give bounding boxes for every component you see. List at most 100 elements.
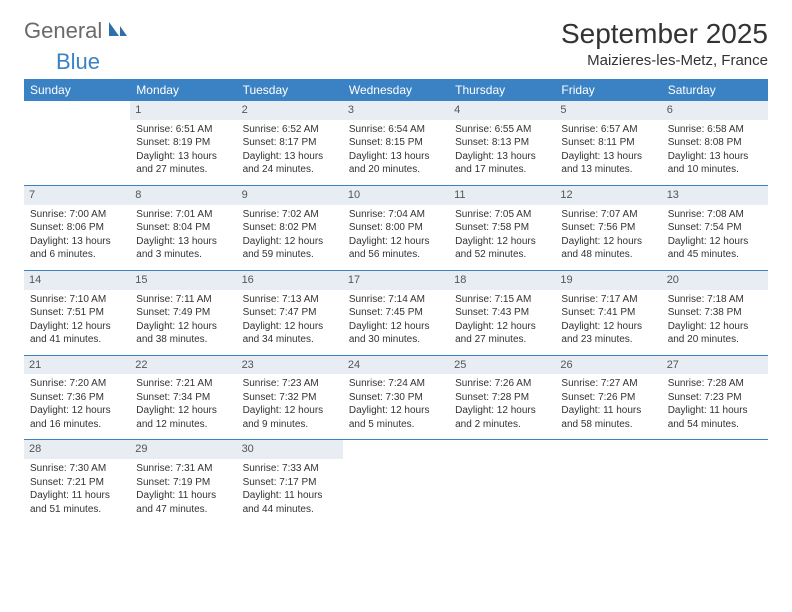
sunrise-line: Sunrise: 7:07 AM (561, 208, 655, 222)
daylight-line: Daylight: 12 hours and 5 minutes. (349, 404, 443, 431)
sunrise-line: Sunrise: 7:04 AM (349, 208, 443, 222)
sunset-line: Sunset: 8:15 PM (349, 136, 443, 150)
calendar-day-cell: 11 Sunrise: 7:05 AMSunset: 7:58 PMDayligh… (449, 185, 555, 270)
sunrise-line: Sunrise: 7:13 AM (243, 293, 337, 307)
sunrise-line: Sunrise: 6:51 AM (136, 123, 230, 137)
sunrise-line: Sunrise: 7:17 AM (561, 293, 655, 307)
sunrise-line: Sunrise: 7:23 AM (243, 377, 337, 391)
sunrise-line: Sunrise: 7:24 AM (349, 377, 443, 391)
day-number: 22 (130, 356, 236, 375)
sunrise-line: Sunrise: 7:18 AM (668, 293, 762, 307)
day-details: Sunrise: 6:51 AMSunset: 8:19 PMDaylight:… (136, 123, 230, 177)
day-number: 23 (237, 356, 343, 375)
day-details: Sunrise: 7:08 AMSunset: 7:54 PMDaylight:… (668, 208, 762, 262)
sunrise-line: Sunrise: 6:52 AM (243, 123, 337, 137)
day-details: Sunrise: 7:24 AMSunset: 7:30 PMDaylight:… (349, 377, 443, 431)
day-details: Sunrise: 7:26 AMSunset: 7:28 PMDaylight:… (455, 377, 549, 431)
day-number: 28 (24, 440, 130, 459)
day-details: Sunrise: 7:18 AMSunset: 7:38 PMDaylight:… (668, 293, 762, 347)
dow-friday: Friday (555, 79, 661, 101)
daylight-line: Daylight: 12 hours and 41 minutes. (30, 320, 124, 347)
logo-sail-icon (107, 20, 127, 43)
daylight-line: Daylight: 13 hours and 20 minutes. (349, 150, 443, 177)
sunset-line: Sunset: 7:45 PM (349, 306, 443, 320)
sunset-line: Sunset: 8:19 PM (136, 136, 230, 150)
sunset-line: Sunset: 7:34 PM (136, 391, 230, 405)
day-details: Sunrise: 6:55 AMSunset: 8:13 PMDaylight:… (455, 123, 549, 177)
calendar-day-cell: 2Sunrise: 6:52 AMSunset: 8:17 PMDaylight… (237, 101, 343, 185)
sunset-line: Sunset: 8:08 PM (668, 136, 762, 150)
day-number: 30 (237, 440, 343, 459)
sunrise-line: Sunrise: 7:33 AM (243, 462, 337, 476)
dow-sunday: Sunday (24, 79, 130, 101)
day-details: Sunrise: 7:14 AMSunset: 7:45 PMDaylight:… (349, 293, 443, 347)
sunrise-line: Sunrise: 7:10 AM (30, 293, 124, 307)
calendar-day-cell: 13Sunrise: 7:08 AMSunset: 7:54 PMDayligh… (662, 185, 768, 270)
calendar-day-cell: 7Sunrise: 7:00 AMSunset: 8:06 PMDaylight… (24, 185, 130, 270)
sunrise-line: Sunrise: 7:14 AM (349, 293, 443, 307)
sunset-line: Sunset: 7:21 PM (30, 476, 124, 490)
sunrise-line: Sunrise: 6:54 AM (349, 123, 443, 137)
sunrise-line: Sunrise: 6:58 AM (668, 123, 762, 137)
sunset-line: Sunset: 7:26 PM (561, 391, 655, 405)
sunset-line: Sunset: 7:36 PM (30, 391, 124, 405)
location-subtitle: Maizieres-les-Metz, France (561, 52, 768, 69)
calendar-day-cell: 20Sunrise: 7:18 AMSunset: 7:38 PMDayligh… (662, 270, 768, 355)
day-details: Sunrise: 7:27 AMSunset: 7:26 PMDaylight:… (561, 377, 655, 431)
day-number: 25 (449, 356, 555, 375)
calendar-day-cell: 15Sunrise: 7:11 AMSunset: 7:49 PMDayligh… (130, 270, 236, 355)
calendar-day-cell (555, 440, 661, 524)
daylight-line: Daylight: 13 hours and 17 minutes. (455, 150, 549, 177)
day-details: Sunrise: 7:33 AMSunset: 7:17 PMDaylight:… (243, 462, 337, 516)
dow-saturday: Saturday (662, 79, 768, 101)
sunset-line: Sunset: 8:02 PM (243, 221, 337, 235)
day-details: Sunrise: 6:52 AMSunset: 8:17 PMDaylight:… (243, 123, 337, 177)
dow-header-row: Sunday Monday Tuesday Wednesday Thursday… (24, 79, 768, 101)
day-details: Sunrise: 6:54 AMSunset: 8:15 PMDaylight:… (349, 123, 443, 177)
daylight-line: Daylight: 13 hours and 13 minutes. (561, 150, 655, 177)
logo-text-sub: Blue (56, 49, 100, 75)
daylight-line: Daylight: 12 hours and 59 minutes. (243, 235, 337, 262)
sunset-line: Sunset: 8:06 PM (30, 221, 124, 235)
calendar-day-cell: 4Sunrise: 6:55 AMSunset: 8:13 PMDaylight… (449, 101, 555, 185)
sunrise-line: Sunrise: 7:28 AM (668, 377, 762, 391)
calendar-day-cell: 17 Sunrise: 7:14 AMSunset: 7:45 PMDayligh… (343, 270, 449, 355)
day-number: 1 (130, 101, 236, 120)
daylight-line: Daylight: 11 hours and 47 minutes. (136, 489, 230, 516)
day-number: 12 (555, 186, 661, 205)
sunset-line: Sunset: 7:32 PM (243, 391, 337, 405)
sunset-line: Sunset: 7:51 PM (30, 306, 124, 320)
daylight-line: Daylight: 13 hours and 27 minutes. (136, 150, 230, 177)
day-number: 14 (24, 271, 130, 290)
daylight-line: Daylight: 11 hours and 51 minutes. (30, 489, 124, 516)
daylight-line: Daylight: 12 hours and 9 minutes. (243, 404, 337, 431)
calendar-day-cell (662, 440, 768, 524)
calendar-day-cell: 10Sunrise: 7:04 AMSunset: 8:00 PMDayligh… (343, 185, 449, 270)
day-number: 11 (449, 186, 555, 205)
daylight-line: Daylight: 11 hours and 58 minutes. (561, 404, 655, 431)
calendar-week-row: 1Sunrise: 6:51 AMSunset: 8:19 PMDaylight… (24, 101, 768, 185)
day-details: Sunrise: 7:30 AMSunset: 7:21 PMDaylight:… (30, 462, 124, 516)
calendar-day-cell: 9Sunrise: 7:02 AMSunset: 8:02 PMDaylight… (237, 185, 343, 270)
day-details: Sunrise: 7:05 AMSunset: 7:58 PMDaylight:… (455, 208, 549, 262)
sunset-line: Sunset: 7:47 PM (243, 306, 337, 320)
calendar-day-cell: 21Sunrise: 7:20 AMSunset: 7:36 PMDayligh… (24, 355, 130, 440)
day-number: 8 (130, 186, 236, 205)
day-number: 21 (24, 356, 130, 375)
day-details: Sunrise: 7:10 AMSunset: 7:51 PMDaylight:… (30, 293, 124, 347)
daylight-line: Daylight: 12 hours and 30 minutes. (349, 320, 443, 347)
calendar-week-row: 7Sunrise: 7:00 AMSunset: 8:06 PMDaylight… (24, 185, 768, 270)
daylight-line: Daylight: 11 hours and 54 minutes. (668, 404, 762, 431)
day-number: 5 (555, 101, 661, 120)
calendar-day-cell: 25 Sunrise: 7:26 AMSunset: 7:28 PMDayligh… (449, 355, 555, 440)
calendar-day-cell (24, 101, 130, 185)
daylight-line: Daylight: 12 hours and 48 minutes. (561, 235, 655, 262)
daylight-line: Daylight: 12 hours and 38 minutes. (136, 320, 230, 347)
day-number: 17 (343, 271, 449, 290)
sunset-line: Sunset: 7:28 PM (455, 391, 549, 405)
calendar-day-cell: 28 Sunrise: 7:30 AMSunset: 7:21 PMDayligh… (24, 440, 130, 524)
sunrise-line: Sunrise: 7:02 AM (243, 208, 337, 222)
sunrise-line: Sunrise: 7:21 AM (136, 377, 230, 391)
sunset-line: Sunset: 7:30 PM (349, 391, 443, 405)
sunset-line: Sunset: 7:17 PM (243, 476, 337, 490)
